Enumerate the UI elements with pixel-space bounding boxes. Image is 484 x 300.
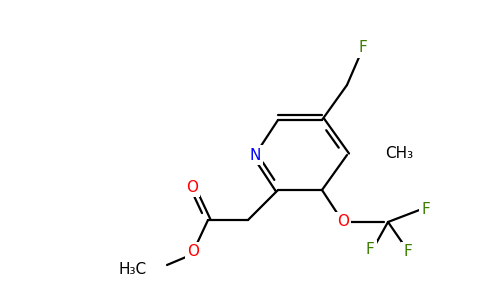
Text: F: F [365,242,375,257]
Text: F: F [422,202,430,217]
Text: CH₃: CH₃ [385,146,413,160]
Text: F: F [404,244,412,260]
Text: O: O [186,179,198,194]
Text: O: O [187,244,199,260]
Text: F: F [359,40,367,56]
Text: N: N [249,148,261,163]
Text: H₃C: H₃C [119,262,147,277]
Text: O: O [337,214,349,230]
